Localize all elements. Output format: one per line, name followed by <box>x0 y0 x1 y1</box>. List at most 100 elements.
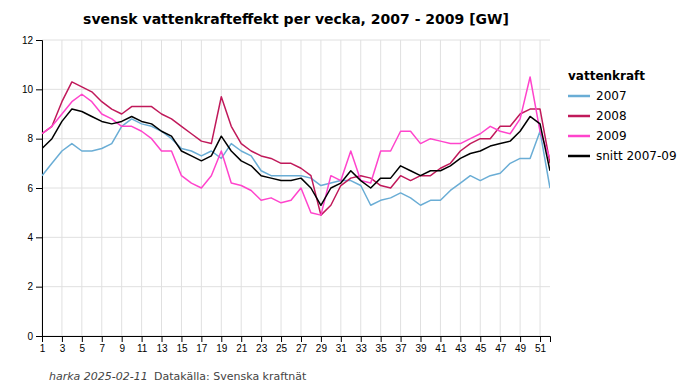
x-tick-label: 37 <box>396 343 408 354</box>
x-tick-label: 13 <box>156 343 168 354</box>
title: svensk vattenkrafteffekt per vecka, 2007… <box>83 11 509 27</box>
x-tick-mark <box>122 336 123 342</box>
x-tick-label: 17 <box>196 343 208 354</box>
y-tick-mark <box>36 139 42 140</box>
x-tick-label: 7 <box>99 343 105 354</box>
x-tick-mark <box>281 336 282 342</box>
legend-label: snitt 2007-09 <box>596 149 677 163</box>
grid-line-x <box>380 40 381 336</box>
legend-swatch <box>568 135 590 138</box>
x-tick-mark <box>261 336 262 342</box>
x-tick: 21 <box>236 336 248 354</box>
x-tick-mark <box>480 336 481 342</box>
x-tick: 25 <box>276 336 288 354</box>
x-tick-mark <box>500 336 501 342</box>
x-tick-mark <box>201 336 202 342</box>
x-tick-label: 45 <box>475 343 487 354</box>
chart: 1357911131517192123252729313335373941434… <box>0 0 700 388</box>
x-tick-mark <box>401 336 402 342</box>
x-tick-label: 19 <box>216 343 228 354</box>
x-tick: 41 <box>435 336 447 354</box>
legend-item: 2009 <box>568 129 627 143</box>
x-tick-label: 39 <box>415 343 427 354</box>
x-tick-mark <box>82 336 83 342</box>
x-tick: 37 <box>396 336 408 354</box>
grid-line-y <box>42 89 550 90</box>
grid-line-y <box>42 286 550 287</box>
legend: vattenkraft200720082009snitt 2007-09 <box>568 69 677 163</box>
x-tick-mark <box>241 336 242 342</box>
grid-line-x <box>181 40 182 336</box>
x-tick-mark <box>221 336 222 342</box>
y-tick: 0 <box>27 331 42 342</box>
y-tick: 12 <box>22 35 42 46</box>
x-tick: 9 <box>119 336 125 354</box>
x-tick-label: 15 <box>176 343 188 354</box>
x-tick: 17 <box>196 336 208 354</box>
y-tick-label: 0 <box>27 331 33 342</box>
x-tick: 11 <box>137 336 148 354</box>
x-tick-mark <box>321 336 322 342</box>
y-tick-label: 8 <box>27 133 33 144</box>
x-tick-mark <box>181 336 182 342</box>
legend-swatch <box>568 95 590 98</box>
grid-line-x <box>121 40 122 336</box>
legend-swatch <box>568 155 590 158</box>
grid-line-x <box>320 40 321 336</box>
grid-line-y <box>42 237 550 238</box>
y-tick-mark <box>36 287 42 288</box>
x-tick-label: 35 <box>376 343 388 354</box>
x-tick: 43 <box>455 336 467 354</box>
y-tick: 10 <box>22 84 42 95</box>
grid-line-x <box>261 40 262 336</box>
x-tick: 35 <box>376 336 388 354</box>
grid-line-x <box>340 40 341 336</box>
grid-line-x <box>141 40 142 336</box>
x-tick: 33 <box>356 336 368 354</box>
footer-note: harka 2025-02-11 <box>49 370 148 383</box>
x-tick-label: 43 <box>455 343 467 354</box>
y-tick-label: 6 <box>27 183 33 194</box>
series-line <box>42 109 550 205</box>
y-tick-label: 4 <box>27 232 33 243</box>
grid-line-x <box>161 40 162 336</box>
series-line <box>42 77 550 215</box>
footer-note: Datakälla: Svenska kraftnät <box>154 370 307 383</box>
x-tick-mark <box>62 336 63 342</box>
grid-line-x <box>221 40 222 336</box>
x-tick: 31 <box>336 336 348 354</box>
grid-line-x <box>420 40 421 336</box>
plot-area: 1357911131517192123252729313335373941434… <box>22 35 551 354</box>
x-tick-label: 31 <box>336 343 348 354</box>
x-tick-label: 21 <box>236 343 248 354</box>
y-tick-mark <box>36 89 42 90</box>
x-tick: 5 <box>80 336 86 354</box>
grid-line-x <box>520 40 521 336</box>
grid-line-y <box>42 138 550 139</box>
y-tick-mark <box>36 336 42 337</box>
x-axis: 1357911131517192123252729313335373941434… <box>40 336 551 354</box>
x-tick: 7 <box>99 336 105 354</box>
x-tick: 13 <box>156 336 168 354</box>
x-tick-mark <box>102 336 103 342</box>
grid <box>42 40 550 336</box>
y-tick: 4 <box>27 232 42 243</box>
x-tick-label: 3 <box>60 343 66 354</box>
x-tick-label: 5 <box>80 343 86 354</box>
y-tick-label: 12 <box>22 35 34 46</box>
grid-line-x <box>360 40 361 336</box>
legend-swatch <box>568 115 590 118</box>
y-tick-label: 2 <box>27 281 33 292</box>
y-tick-mark <box>36 40 42 41</box>
x-tick: 1 <box>40 336 46 354</box>
y-axis-line <box>36 41 43 337</box>
grid-line-x <box>101 40 102 336</box>
grid-line-x <box>500 40 501 336</box>
grid-line-x <box>480 40 481 336</box>
legend-label: 2008 <box>596 109 627 123</box>
x-tick-label: 1 <box>40 343 46 354</box>
y-tick: 2 <box>27 281 42 292</box>
x-tick-mark <box>341 336 342 342</box>
x-tick-label: 27 <box>296 343 308 354</box>
x-tick-label: 47 <box>495 343 507 354</box>
